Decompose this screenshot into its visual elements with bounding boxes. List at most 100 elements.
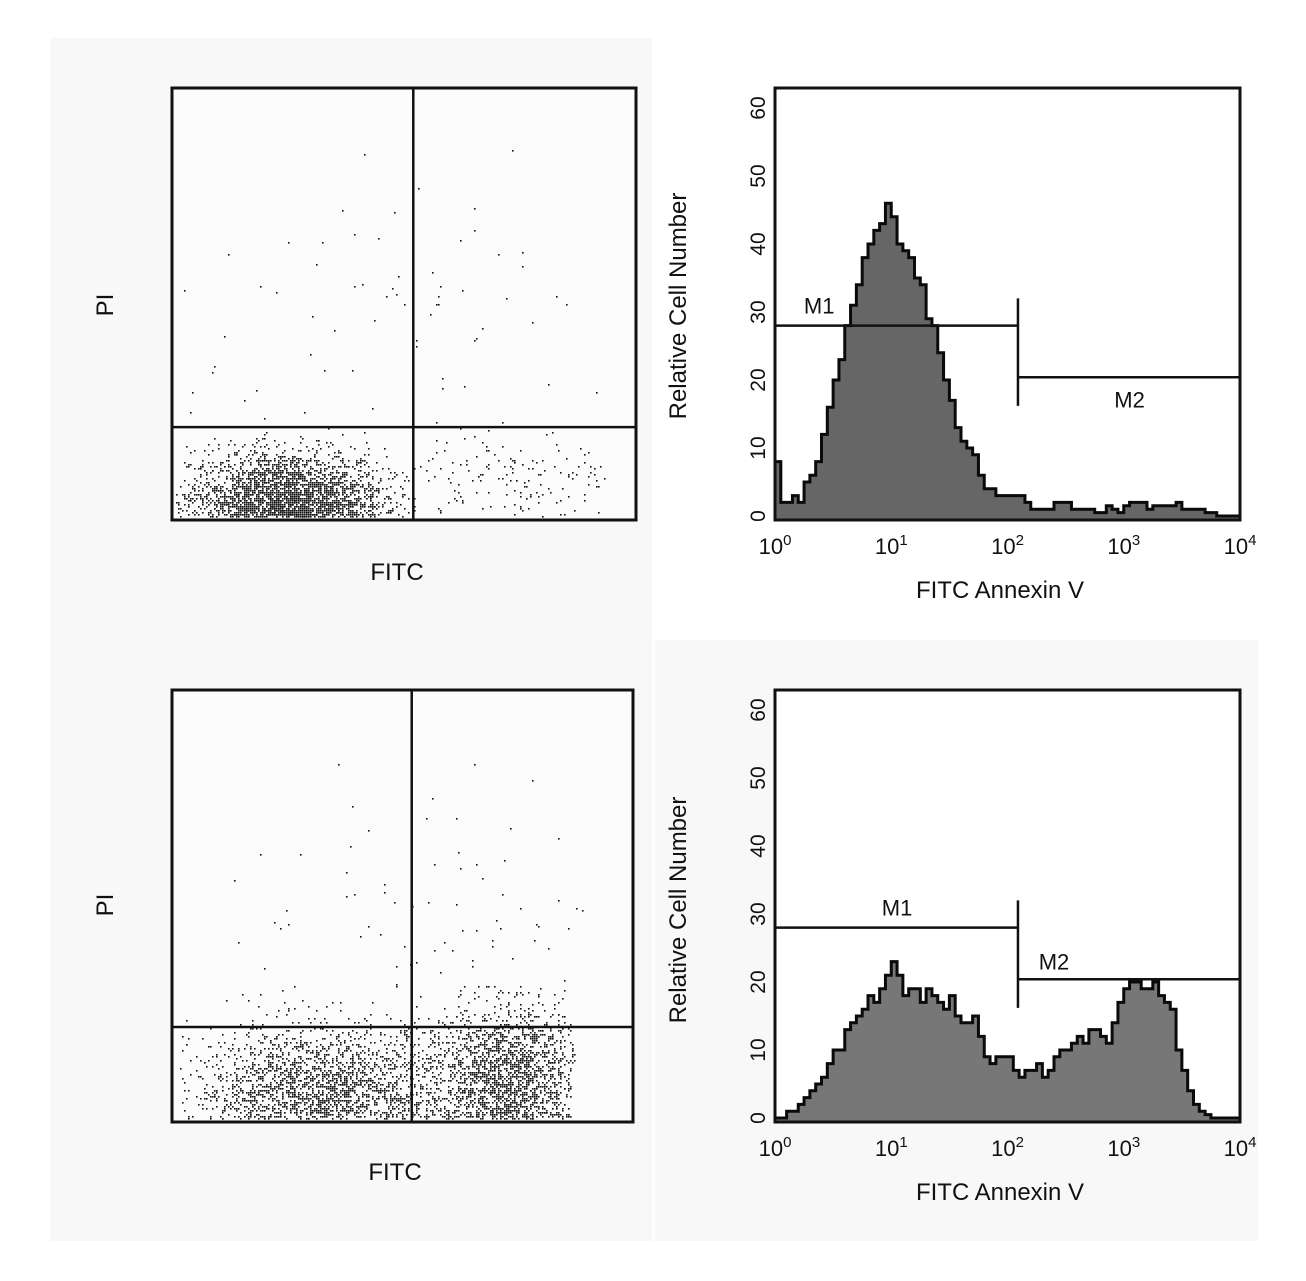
event-dot	[248, 1094, 250, 1096]
y-tick-label: 10	[747, 436, 770, 459]
event-dot	[320, 1086, 322, 1088]
event-dot	[242, 498, 244, 500]
event-dot	[364, 504, 366, 506]
event-dot	[320, 468, 322, 470]
event-dot	[272, 492, 274, 494]
event-dot	[248, 488, 250, 490]
event-dot	[250, 450, 252, 452]
event-dot	[360, 1084, 362, 1086]
event-dot	[274, 1076, 276, 1078]
event-dot	[286, 484, 288, 486]
event-dot	[314, 474, 316, 476]
event-dot	[256, 472, 258, 474]
event-dot	[262, 1072, 264, 1074]
event-dot	[272, 472, 274, 474]
event-dot	[264, 474, 266, 476]
event-dot	[288, 504, 290, 506]
event-dot	[238, 1048, 240, 1050]
event-dot	[460, 1104, 462, 1106]
event-dot	[258, 510, 260, 512]
event-dot	[332, 1062, 334, 1064]
event-dot	[392, 478, 394, 480]
event-dot	[334, 514, 336, 516]
event-dot	[556, 444, 558, 446]
event-dot	[286, 1058, 288, 1060]
event-dot	[330, 474, 332, 476]
event-dot	[290, 1078, 292, 1080]
event-dot	[356, 516, 358, 518]
event-dot	[278, 482, 280, 484]
event-dot	[320, 500, 322, 502]
event-dot	[370, 498, 372, 500]
event-dot	[440, 512, 442, 514]
event-dot	[266, 1092, 268, 1094]
event-dot	[322, 484, 324, 486]
event-dot	[304, 1078, 306, 1080]
event-dot	[260, 476, 262, 478]
event-dot	[510, 480, 512, 482]
event-dot	[254, 486, 256, 488]
event-dot	[332, 1090, 334, 1092]
event-dot	[308, 1100, 310, 1102]
event-dot	[502, 1094, 504, 1096]
event-dot	[358, 1098, 360, 1100]
event-dot	[310, 458, 312, 460]
event-dot	[310, 494, 312, 496]
event-dot	[368, 1048, 370, 1050]
event-dot	[356, 1110, 358, 1112]
event-dot	[250, 1092, 252, 1094]
event-dot	[244, 506, 246, 508]
event-dot	[310, 508, 312, 510]
event-dot	[290, 1068, 292, 1070]
event-dot	[222, 1034, 224, 1036]
event-dot	[338, 466, 340, 468]
event-dot	[266, 1056, 268, 1058]
event-dot	[396, 506, 398, 508]
event-dot	[328, 498, 330, 500]
event-dot	[296, 480, 298, 482]
event-dot	[478, 476, 480, 478]
event-dot	[400, 1032, 402, 1034]
event-dot	[542, 1098, 544, 1100]
event-dot	[240, 1082, 242, 1084]
event-dot	[298, 1084, 300, 1086]
event-dot	[338, 472, 340, 474]
event-dot	[542, 460, 544, 462]
event-dot	[242, 994, 244, 996]
event-dot	[298, 516, 300, 518]
event-dot	[404, 1030, 406, 1032]
event-dot	[356, 1076, 358, 1078]
event-dot	[208, 444, 210, 446]
event-dot	[234, 490, 236, 492]
event-dot	[290, 464, 292, 466]
event-dot	[216, 1090, 218, 1092]
event-dot	[356, 1054, 358, 1056]
event-dot	[258, 506, 260, 508]
event-dot	[286, 480, 288, 482]
event-dot	[344, 1070, 346, 1072]
event-dot	[528, 508, 530, 510]
event-dot	[372, 1070, 374, 1072]
event-dot	[338, 1066, 340, 1068]
event-dot	[338, 1084, 340, 1086]
event-dot	[442, 388, 444, 390]
event-dot	[290, 1096, 292, 1098]
event-dot	[282, 1054, 284, 1056]
event-dot	[330, 490, 332, 492]
event-dot	[272, 1058, 274, 1060]
event-dot	[272, 1048, 274, 1050]
event-dot	[216, 1100, 218, 1102]
event-dot	[350, 446, 352, 448]
event-dot	[358, 470, 360, 472]
event-dot	[366, 488, 368, 490]
event-dot	[316, 1052, 318, 1054]
event-dot	[362, 1066, 364, 1068]
event-dot	[246, 470, 248, 472]
event-dot	[370, 1068, 372, 1070]
event-dot	[198, 1104, 200, 1106]
event-dot	[278, 506, 280, 508]
event-dot	[268, 486, 270, 488]
event-dot	[338, 1112, 340, 1114]
event-dot	[348, 466, 350, 468]
event-dot	[328, 1108, 330, 1110]
